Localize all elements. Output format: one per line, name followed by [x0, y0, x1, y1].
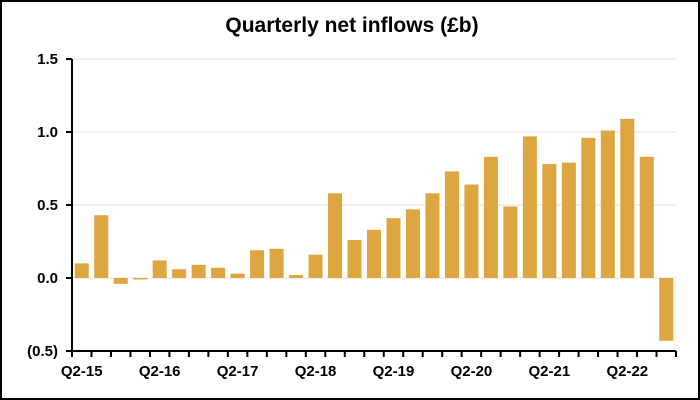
bar [94, 215, 109, 278]
bar [308, 254, 323, 278]
x-tick-label: Q2-19 [373, 363, 415, 380]
bar [600, 130, 615, 278]
bar [230, 273, 245, 278]
y-tick-label: 1.5 [37, 51, 58, 68]
bar [386, 218, 401, 278]
bar [444, 171, 459, 278]
bar [503, 206, 518, 278]
bar [347, 240, 362, 278]
bar [639, 156, 654, 278]
x-tick-label: Q2-16 [139, 363, 181, 380]
y-tick-label: 0.0 [37, 270, 58, 287]
y-tick-label: 1.0 [37, 124, 58, 141]
chart-title: Quarterly net inflows (£b) [225, 14, 479, 37]
bars-layer [74, 118, 674, 341]
bar [191, 264, 206, 278]
bar [133, 278, 148, 280]
x-tick-label: Q2-18 [295, 363, 337, 380]
bar [211, 267, 226, 278]
x-tick-label: Q2-20 [451, 363, 493, 380]
bar [522, 136, 537, 278]
bar [172, 269, 187, 278]
y-tick-label: 0.5 [37, 197, 58, 214]
y-tick-label: (0.5) [27, 343, 58, 360]
x-tick-label: Q2-22 [606, 363, 648, 380]
bar [620, 118, 635, 278]
bar [269, 248, 284, 278]
x-tick-label: Q2-17 [217, 363, 259, 380]
bar [542, 164, 557, 278]
bar [152, 260, 167, 278]
x-tick-label: Q2-15 [61, 363, 103, 380]
axis-layer: 1.5 1.0 0.5 0.0 (0.5)Q2-15 Q2-16 Q2-17 Q2-18 Q2-… [27, 51, 677, 380]
bar [561, 162, 576, 278]
bar [464, 184, 479, 278]
x-tick-label: Q2-21 [529, 363, 571, 380]
bar [483, 156, 498, 278]
bar [425, 193, 440, 278]
bar [250, 250, 265, 278]
bar [366, 229, 382, 278]
bar [328, 193, 343, 278]
bar [289, 275, 304, 278]
bar [581, 137, 596, 278]
bar [113, 278, 128, 284]
bar [74, 263, 89, 278]
bar [405, 209, 420, 278]
bar [659, 278, 674, 341]
